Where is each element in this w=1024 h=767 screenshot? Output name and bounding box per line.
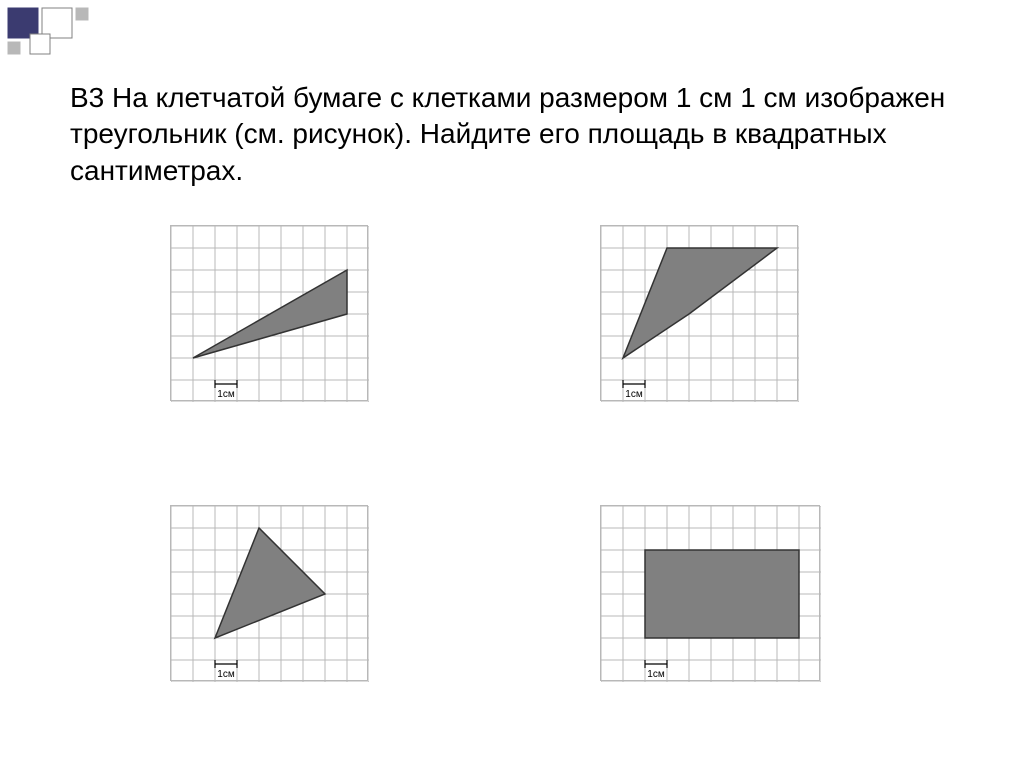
shape bbox=[215, 528, 325, 638]
fig1: 1см bbox=[170, 225, 368, 401]
fig4: 1см bbox=[600, 505, 820, 681]
shape bbox=[645, 550, 799, 638]
scale-label: 1см bbox=[217, 669, 235, 680]
scale-label: 1см bbox=[647, 669, 665, 680]
problem-statement: В3 На клетчатой бумаге с клетками размер… bbox=[70, 80, 954, 189]
shape bbox=[623, 248, 777, 358]
corner-decoration bbox=[0, 0, 200, 50]
problem-body: На клетчатой бумаге с клетками размером … bbox=[70, 82, 945, 186]
problem-label: В3 bbox=[70, 82, 104, 113]
fig2: 1см bbox=[600, 225, 798, 401]
scale-label: 1см bbox=[625, 389, 643, 400]
figures-container: 1см 1см 1см 1см bbox=[0, 225, 1024, 767]
scale-label: 1см bbox=[217, 389, 235, 400]
fig3: 1см bbox=[170, 505, 368, 681]
